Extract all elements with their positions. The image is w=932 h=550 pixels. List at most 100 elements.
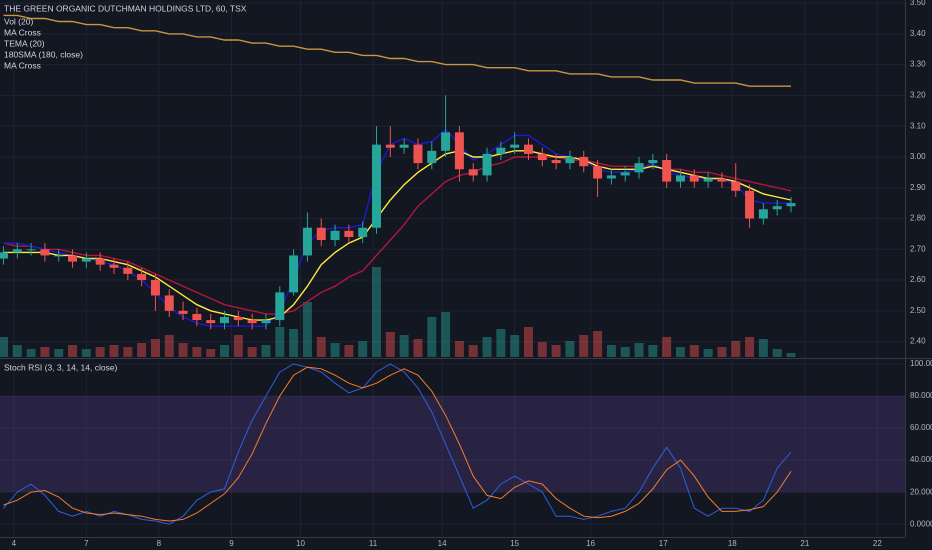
volume-bar: [510, 335, 520, 357]
x-tick-label: 18: [728, 539, 737, 548]
indicator-label: TEMA (20): [4, 38, 45, 48]
volume-bar: [731, 341, 741, 357]
candle-body: [399, 144, 409, 148]
volume-bar: [399, 335, 409, 357]
volume-bar: [662, 337, 672, 357]
candle-body: [482, 153, 492, 176]
volume-bar: [385, 332, 395, 357]
volume-bar: [12, 345, 22, 357]
band: [0, 396, 905, 493]
volume-bar: [565, 341, 575, 357]
volume-bar: [0, 337, 8, 357]
volume-bar: [454, 341, 464, 357]
volume-bar: [413, 339, 423, 357]
candle-body: [689, 175, 699, 182]
candle-body: [150, 280, 160, 296]
candle-body: [81, 258, 91, 262]
y-tick-label: 3.00: [910, 152, 926, 161]
volume-bar: [537, 342, 547, 357]
volume-bar: [247, 347, 257, 357]
candle-body: [330, 230, 340, 241]
y-tick-label: 3.10: [910, 121, 926, 130]
y-tick-label: 0.0000: [910, 519, 932, 528]
candle-body: [233, 316, 243, 321]
y-tick-label: 40.0000: [910, 455, 932, 464]
y-tick-label: 3.20: [910, 91, 926, 100]
candle-body: [68, 255, 78, 262]
indicator-label: 180SMA (180, close): [4, 49, 83, 59]
candle-body: [275, 292, 285, 321]
volume-bar: [330, 343, 340, 357]
indicator-label: MA Cross: [4, 27, 41, 37]
candle-body: [565, 156, 575, 164]
volume-bar: [289, 329, 299, 357]
volume-bar: [137, 343, 147, 357]
pane-title: Stoch RSI (3, 3, 14, 14, close): [4, 362, 118, 372]
candle-body: [579, 156, 589, 167]
volume-bar: [54, 349, 64, 357]
candle-body: [54, 255, 64, 257]
volume-bar: [178, 343, 188, 357]
volume-bar: [275, 327, 285, 357]
candle-body: [427, 150, 437, 164]
volume-bar: [524, 327, 533, 357]
y-tick-label: 3.30: [910, 60, 926, 69]
x-tick-label: 22: [873, 539, 882, 548]
candle-body: [12, 249, 22, 253]
candle-body: [289, 255, 299, 293]
indicator-label: MA Cross: [4, 60, 41, 70]
candle-body: [302, 227, 312, 256]
volume-bar: [786, 353, 796, 357]
volume-bar: [40, 347, 50, 357]
volume-bar: [758, 339, 768, 357]
y-tick-label: 3.50: [910, 0, 926, 7]
volume-bar: [620, 347, 630, 357]
candle-body: [358, 227, 368, 237]
candle-body: [454, 132, 464, 170]
candle-body: [468, 169, 478, 176]
candle-body: [95, 258, 105, 265]
candle-body: [40, 249, 50, 256]
y-tick-label: 20.0000: [910, 487, 932, 496]
candle-body: [164, 295, 174, 311]
volume-bar: [745, 337, 755, 357]
candle-body: [26, 249, 36, 251]
volume-bar: [551, 345, 561, 357]
volume-bar: [358, 341, 368, 357]
overlay-line: [3, 150, 792, 321]
x-tick-label: 21: [800, 539, 809, 548]
candle-body: [593, 166, 603, 179]
candle-body: [261, 320, 271, 324]
candle-body: [0, 252, 8, 259]
series-line: [3, 363, 792, 525]
indicator-label: Vol (20): [4, 16, 33, 26]
y-tick-label: 2.80: [910, 214, 926, 223]
volume-bar: [675, 347, 685, 357]
x-tick-label: 7: [84, 539, 89, 548]
x-tick-label: 4: [12, 539, 17, 548]
x-tick-label: 8: [157, 539, 162, 548]
x-tick-label: 10: [296, 539, 305, 548]
x-tick-label: 15: [510, 539, 519, 548]
volume-bar: [372, 267, 381, 357]
y-tick-label: 2.70: [910, 244, 926, 253]
candle-body: [344, 230, 354, 237]
candle-body: [648, 160, 658, 164]
y-tick-label: 100.0000: [910, 359, 932, 368]
volume-bar: [579, 335, 589, 357]
volume-bar: [220, 345, 230, 357]
candle-body: [786, 203, 796, 207]
chart-title: THE GREEN ORGANIC DUTCHMAN HOLDINGS LTD,…: [4, 3, 247, 13]
candle-body: [178, 310, 188, 314]
volume-bar: [123, 347, 133, 357]
volume-bar: [192, 347, 202, 357]
candle-body: [413, 144, 423, 164]
volume-bar: [95, 347, 105, 357]
y-tick-label: 3.40: [910, 29, 926, 38]
candle-body: [703, 178, 713, 182]
candle-body: [206, 320, 216, 324]
volume-bar: [109, 345, 119, 357]
volume-bar: [441, 312, 451, 357]
candle-body: [524, 144, 533, 154]
